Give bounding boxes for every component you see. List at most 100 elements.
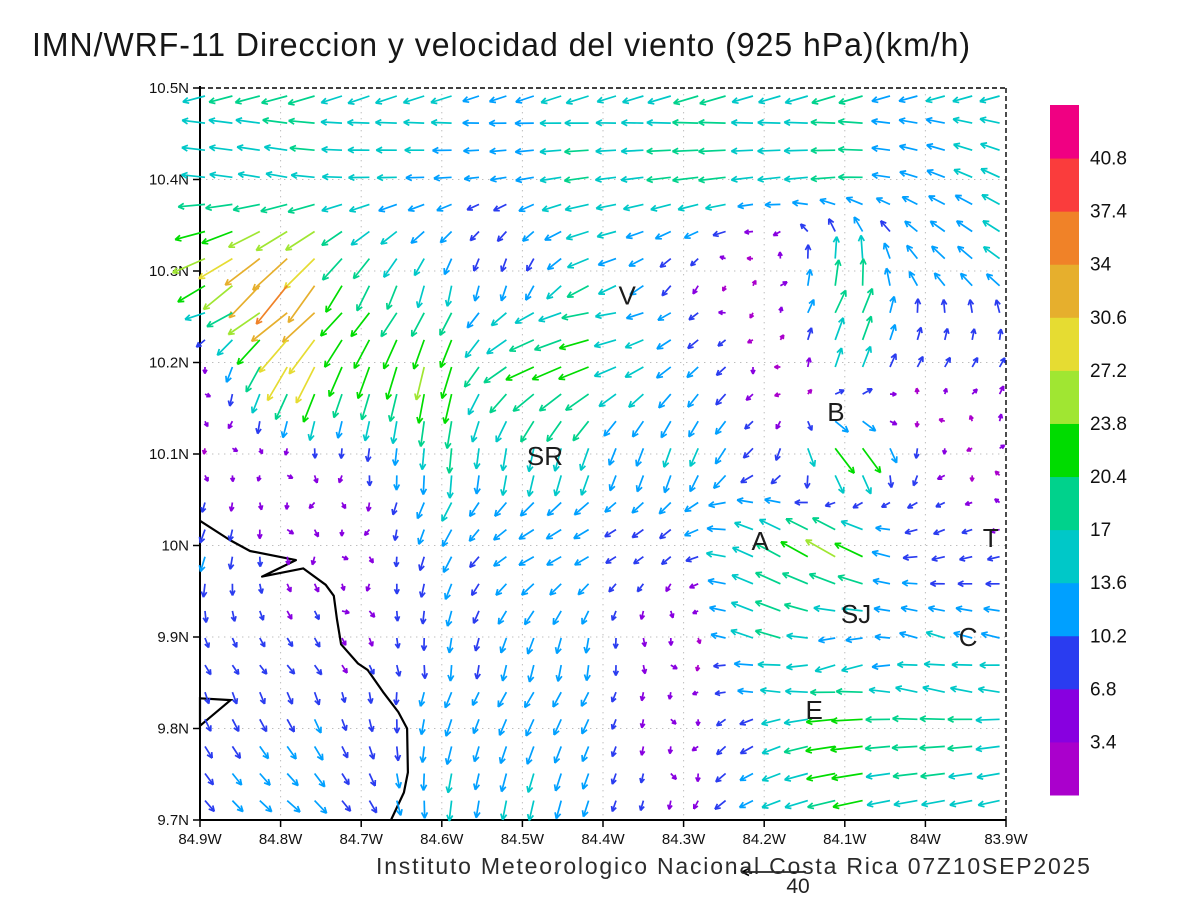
wind-arrow: [181, 144, 206, 152]
wind-arrow: [730, 119, 754, 127]
wind-arrow: [395, 664, 402, 677]
wind-arrow: [313, 664, 323, 676]
wind-arrow: [410, 312, 425, 338]
wind-arrow: [339, 529, 345, 537]
wind-arrow: [204, 800, 216, 813]
wind-arrow: [554, 637, 563, 655]
wind-arrow: [835, 687, 863, 696]
wind-arrow: [736, 497, 754, 505]
wind-arrow: [958, 555, 973, 562]
wind-arrow: [320, 118, 343, 126]
wind-arrow: [573, 501, 590, 516]
wind-arrow: [647, 95, 672, 105]
colorbar-segment: [1050, 370, 1079, 424]
wind-arrow: [785, 517, 809, 531]
wind-arrow: [341, 664, 348, 674]
wind-arrow: [472, 746, 480, 763]
wind-arrow: [368, 800, 378, 814]
wind-arrow: [749, 312, 755, 319]
wind-arrow: [898, 117, 918, 125]
wind-arrow: [738, 799, 754, 809]
wind-arrow: [989, 527, 1000, 534]
wind-arrow: [841, 664, 863, 673]
wind-arrow: [857, 234, 866, 259]
y-tick-label: 10.4N: [149, 172, 189, 189]
wind-arrow: [999, 444, 1006, 450]
wind-arrow: [862, 387, 873, 395]
wind-arrow: [629, 284, 644, 296]
wind-arrow: [807, 420, 813, 432]
wind-arrow: [287, 95, 315, 106]
colorbar-segment: [1050, 423, 1079, 478]
wind-arrow: [714, 420, 727, 436]
wind-arrow: [184, 311, 206, 322]
wind-arrow: [757, 118, 781, 127]
wind-arrow: [612, 637, 619, 649]
wind-arrow: [607, 447, 617, 466]
wind-arrow: [204, 772, 215, 786]
wind-arrow: [236, 339, 261, 366]
wind-arrow: [639, 719, 646, 729]
wind-arrow: [673, 95, 699, 106]
wind-arrow: [468, 529, 480, 542]
coastline-islet: [198, 697, 234, 729]
wind-arrow: [692, 800, 699, 810]
wind-arrow: [321, 173, 343, 181]
wind-arrow: [495, 583, 508, 596]
x-tick-label: 84.1W: [823, 831, 867, 848]
wind-arrow: [356, 285, 371, 312]
wind-arrow: [287, 285, 316, 324]
wind-arrow: [446, 448, 454, 474]
wind-arrow: [350, 312, 371, 338]
wind-arrow: [998, 385, 1005, 395]
wind-arrow: [871, 95, 891, 104]
wind-arrow: [432, 146, 452, 155]
colorbar-tick-label: 17: [1090, 520, 1111, 541]
wind-arrow: [366, 475, 373, 487]
wind-arrow: [198, 556, 206, 573]
wind-arrow: [552, 718, 562, 736]
wind-arrow: [204, 637, 211, 649]
wind-arrow: [604, 528, 617, 538]
wind-arrow: [834, 475, 845, 494]
wind-arrow: [198, 529, 206, 544]
wind-arrow: [834, 289, 847, 314]
wind-arrow: [834, 420, 850, 433]
wind-arrow: [518, 555, 535, 566]
wind-arrow: [286, 528, 295, 535]
wind-arrow: [784, 772, 809, 782]
wind-arrow: [605, 555, 617, 564]
wind-arrow: [420, 773, 428, 791]
wind-arrow: [805, 357, 812, 368]
wind-arrow: [715, 718, 727, 727]
wind-arrow: [778, 306, 784, 313]
wind-arrow: [579, 475, 590, 496]
wind-arrow: [375, 146, 397, 154]
wind-arrow: [286, 637, 294, 648]
wind-arrow: [669, 610, 675, 619]
wind-arrow: [493, 501, 508, 517]
wind-arrow: [660, 556, 672, 566]
wind-arrow: [468, 502, 480, 518]
wind-arrow: [256, 475, 262, 482]
wind-arrow: [288, 117, 315, 125]
wind-arrow: [838, 95, 863, 105]
wind-arrow: [555, 664, 563, 682]
wind-arrow: [347, 146, 370, 154]
wind-arrow: [577, 583, 590, 596]
wind-arrow: [447, 665, 455, 682]
wind-arrow: [610, 610, 617, 622]
wind-arrow: [698, 118, 726, 127]
wind-arrow: [628, 393, 644, 409]
wind-arrow: [861, 287, 874, 314]
wind-arrow: [573, 555, 590, 566]
wind-arrow: [620, 175, 644, 184]
wind-arrow: [446, 800, 454, 822]
wind-arrow: [593, 339, 617, 349]
wind-arrow: [807, 298, 815, 314]
wind-arrow: [864, 744, 891, 752]
wind-arrow: [539, 176, 562, 184]
wind-arrow: [533, 339, 562, 352]
wind-arrow: [446, 637, 454, 654]
y-tick-label: 10.5N: [149, 80, 189, 97]
